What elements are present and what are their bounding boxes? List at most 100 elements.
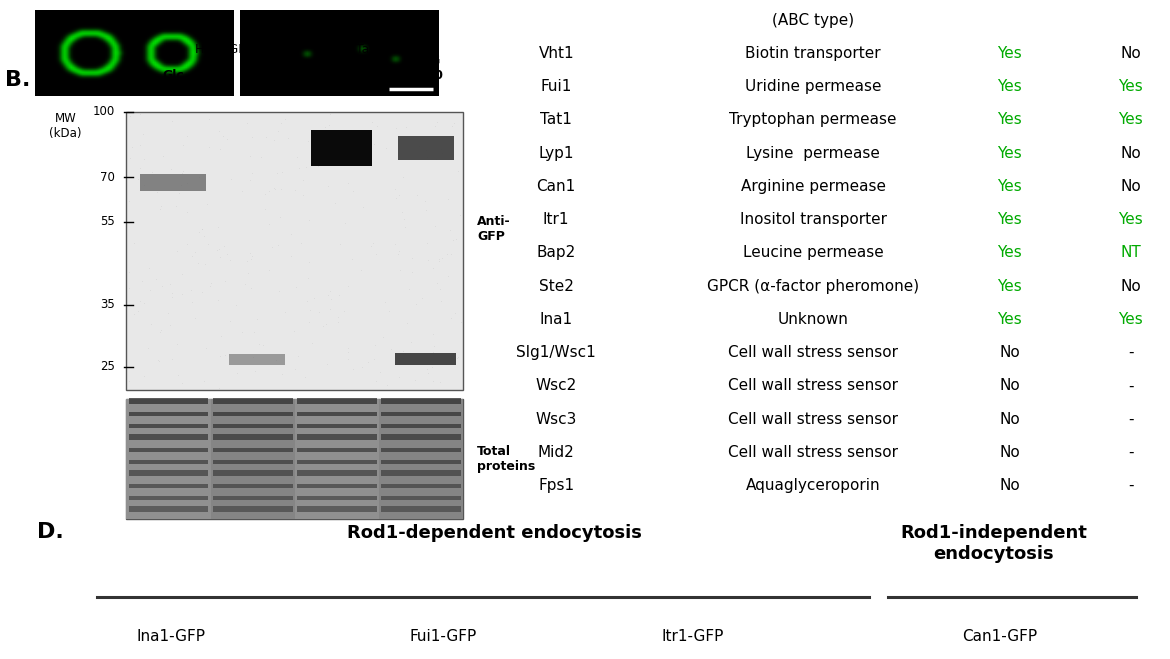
Text: No: No [1121,146,1141,161]
Text: B.: B. [5,71,30,90]
Text: Inositol transporter: Inositol transporter [739,212,887,227]
Text: Tryptophan permease: Tryptophan permease [729,112,897,127]
Bar [129,412,208,416]
Text: Yes: Yes [1119,79,1143,94]
Text: Cell wall stress sensor: Cell wall stress sensor [728,445,899,460]
Text: Rod1-dependent endocytosis: Rod1-dependent endocytosis [347,525,642,542]
Text: Itr1: Itr1 [543,212,570,227]
Text: Fps1: Fps1 [538,478,574,493]
Text: No: No [999,445,1020,460]
Bar [297,447,377,452]
Text: Yes: Yes [997,179,1021,194]
Text: Can1: Can1 [537,179,576,194]
Text: Cell wall stress sensor: Cell wall stress sensor [728,378,899,393]
Text: Yes: Yes [997,146,1021,161]
Bar [381,434,461,440]
Bar [129,484,208,488]
Text: D.: D. [37,521,64,542]
Text: GPCR (α-factor pheromone): GPCR (α-factor pheromone) [707,279,920,294]
Text: Cell wall stress sensor: Cell wall stress sensor [728,412,899,426]
Text: Yes: Yes [997,112,1021,127]
Text: Unknown: Unknown [778,312,848,327]
Bar [297,484,377,488]
Text: Ina1: Ina1 [539,312,573,327]
Text: Yes: Yes [1119,112,1143,127]
Text: Leucine permease: Leucine permease [743,245,883,260]
Bar [213,484,292,488]
Text: Cell wall stress sensor: Cell wall stress sensor [728,345,899,360]
Text: Ina1-GFP: Ina1-GFP [137,629,206,644]
Text: Yes: Yes [1119,212,1143,227]
Text: 70: 70 [99,171,115,184]
Text: Total
proteins: Total proteins [477,445,536,473]
Text: Lysine  permease: Lysine permease [746,146,880,161]
Bar [381,470,461,476]
Text: 2DG
2h30: 2DG 2h30 [408,54,443,82]
Text: No: No [999,412,1020,426]
Bar [297,434,377,440]
Text: Hxt2-GFP: Hxt2-GFP [195,43,254,56]
Bar [395,353,456,365]
Text: Ste2: Ste2 [538,279,573,294]
Text: 55: 55 [99,215,115,228]
Text: No: No [999,478,1020,493]
Text: Yes: Yes [997,79,1021,94]
Bar [129,506,208,512]
Bar [381,424,461,428]
Text: -: - [1128,378,1134,393]
Text: Can1-GFP: Can1-GFP [962,629,1037,644]
Bar [213,470,292,476]
Text: MW
(kDa): MW (kDa) [49,111,82,140]
Text: Uridine permease: Uridine permease [745,79,881,94]
Text: -: - [1128,345,1134,360]
Bar [297,412,377,416]
Bar [381,412,461,416]
Text: NT: NT [1121,245,1141,260]
Text: Fui1-GFP: Fui1-GFP [410,629,477,644]
Bar [129,424,208,428]
Bar [381,484,461,488]
Bar [381,447,461,452]
Text: No: No [1121,45,1141,61]
Bar [381,496,461,500]
Bar [129,398,208,404]
Bar [381,460,461,464]
Text: Vht1: Vht1 [538,45,574,61]
Text: Slg1/Wsc1: Slg1/Wsc1 [516,345,596,360]
Text: Yes: Yes [1119,312,1143,327]
Text: Yes: Yes [997,312,1021,327]
Text: Biotin transporter: Biotin transporter [745,45,881,61]
Bar [297,460,377,464]
Bar [129,434,208,440]
Text: Wsc2: Wsc2 [536,378,577,393]
Text: Yes: Yes [997,45,1021,61]
Bar [297,424,377,428]
Bar [213,447,292,452]
Bar [229,354,285,365]
Text: Itr1-GFP: Itr1-GFP [662,629,724,644]
Bar [213,496,292,500]
Text: Tat1-GFP: Tat1-GFP [356,43,412,56]
Text: 25: 25 [99,360,115,373]
Bar [129,460,208,464]
Bar [297,496,377,500]
Text: Glc: Glc [163,69,184,82]
Text: Aquaglyceroporin: Aquaglyceroporin [745,478,881,493]
Bar [297,470,377,476]
Bar [213,398,292,404]
Text: (ABC type): (ABC type) [772,13,854,28]
Text: -: - [1128,445,1134,460]
Text: Wsc3: Wsc3 [536,412,577,426]
Bar [129,496,208,500]
Bar [129,470,208,476]
Text: Yes: Yes [997,279,1021,294]
Text: Glc: Glc [331,69,352,82]
Text: Bap2: Bap2 [537,245,576,260]
Text: -: - [1128,478,1134,493]
Text: No: No [999,345,1020,360]
Bar [213,434,292,440]
Bar [381,506,461,512]
Bar [311,130,372,167]
Bar [297,506,377,512]
Text: Yes: Yes [997,212,1021,227]
